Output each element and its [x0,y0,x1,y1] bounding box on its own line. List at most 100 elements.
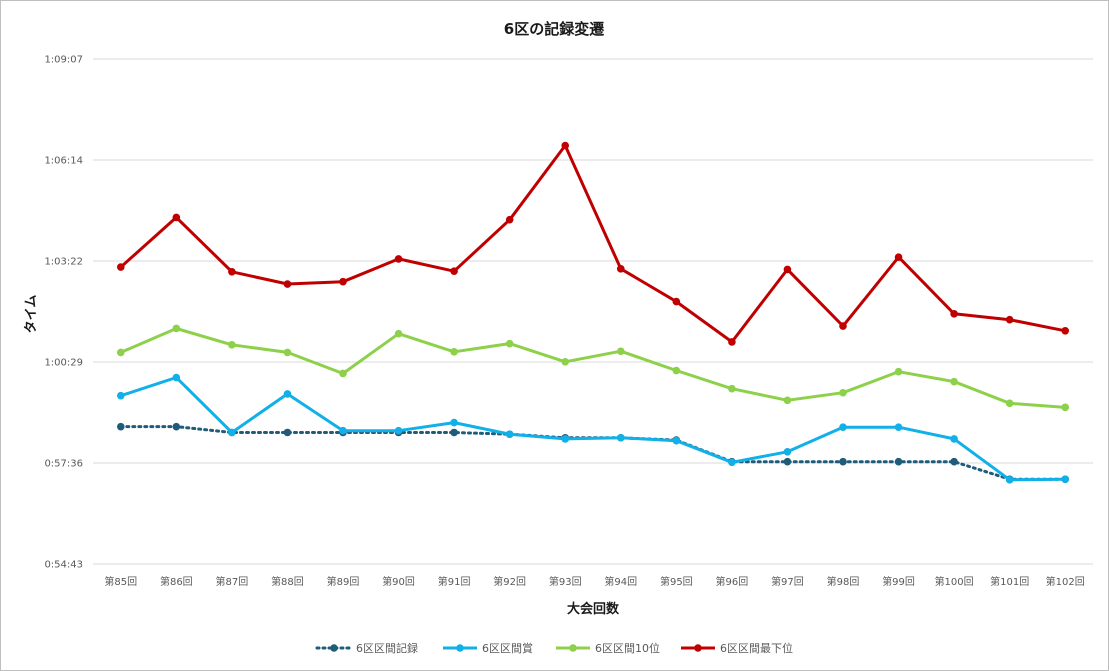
legend: 6区区間記録 6区区間賞 6区区間10位 6区区間最下位 [315,641,793,655]
data-point [339,426,347,435]
y-tick-label: 1:09:07 [44,55,83,66]
data-point [839,423,847,432]
x-tick-label: 第94回 [604,575,637,588]
data-point [394,255,403,263]
data-point [839,388,847,397]
legend-label: 6区区間記録 [356,641,418,655]
data-point [505,215,514,224]
data-point [394,329,403,338]
data-point [283,390,292,398]
data-point [894,367,903,376]
x-tick-label: 第101回 [990,575,1029,588]
data-point [839,457,847,466]
data-point [950,310,958,318]
data-point [894,457,903,466]
y-tick-label: 0:57:36 [44,459,83,470]
data-point [116,422,125,431]
legend-marker [694,644,702,652]
data-point [228,428,236,437]
series-2 [116,373,1070,484]
data-point [672,366,681,375]
x-tick-label: 第85回 [104,575,137,588]
x-tick-label: 第93回 [549,575,582,588]
data-point [950,377,958,386]
series-line [119,144,1066,344]
data-point [505,430,514,439]
data-point [728,384,736,393]
x-tick-label: 第96回 [716,575,749,588]
series-line [119,425,1067,481]
x-tick-label: 第102回 [1046,575,1085,588]
x-tick-label: 第92回 [493,575,526,588]
data-point [283,428,292,437]
data-point [283,348,292,357]
data-point [228,341,236,349]
legend-label: 6区区間賞 [482,642,533,655]
data-point [339,277,347,286]
series-lines [116,141,1070,484]
legend-marker [330,644,338,652]
data-point [228,267,236,276]
data-point [1061,403,1070,412]
legend-label: 6区区間最下位 [720,641,793,655]
data-point [728,338,736,346]
data-point [116,263,125,271]
y-tick-label: 0:54:43 [44,560,83,571]
x-tick-label: 第90回 [382,575,415,588]
series-4 [116,141,1070,346]
y-tick-label: 1:03:22 [44,257,83,268]
legend-marker [456,644,464,652]
x-tick-labels: 第85回 第86回 第87回 第88回 第89回 第90回 第91回 第92回 第93回 第94回… [104,575,1084,588]
legend-label: 6区区間10位 [595,641,660,655]
data-point [1005,399,1014,408]
data-point [950,457,958,466]
data-point [616,347,625,356]
data-point [450,418,458,427]
data-point [450,267,458,275]
x-tick-label: 第88回 [271,575,304,588]
data-point [672,436,681,445]
y-axis-title: タイム [24,295,39,334]
data-point [839,322,847,330]
data-point [1061,475,1070,484]
data-point [450,348,458,356]
data-point [616,433,625,442]
series-3 [116,324,1070,412]
data-point [561,357,570,366]
data-point [783,447,792,456]
data-point [728,458,736,467]
data-point [283,280,292,288]
data-point [894,253,903,261]
data-point [505,339,514,348]
data-point [450,428,458,437]
data-point [672,297,681,306]
chart-title: 6区の記録変遷 [504,20,604,38]
data-point [1005,476,1014,484]
y-tick-label: 1:06:14 [44,156,83,167]
x-tick-label: 第89回 [327,575,360,588]
x-tick-label: 第100回 [935,575,974,588]
data-point [783,457,792,466]
grid-lines [93,58,1093,565]
data-point [616,265,625,273]
data-point [1005,315,1014,324]
data-point [172,422,181,431]
data-point [950,435,958,443]
x-tick-label: 第97回 [771,575,804,588]
data-point [172,213,181,222]
data-point [339,369,347,378]
data-point [783,265,792,274]
data-point [894,423,903,432]
data-point [172,324,181,333]
legend-marker [569,644,577,652]
x-tick-label: 第86回 [160,575,193,588]
x-tick-label: 第99回 [882,575,915,588]
data-point [172,373,181,382]
data-point [116,391,125,400]
data-point [561,435,570,443]
series-line [120,376,1066,482]
x-tick-label: 第95回 [660,575,693,588]
y-tick-labels: 0:54:43 0:57:36 1:00:29 1:03:22 1:06:14 1:09:… [44,55,83,571]
